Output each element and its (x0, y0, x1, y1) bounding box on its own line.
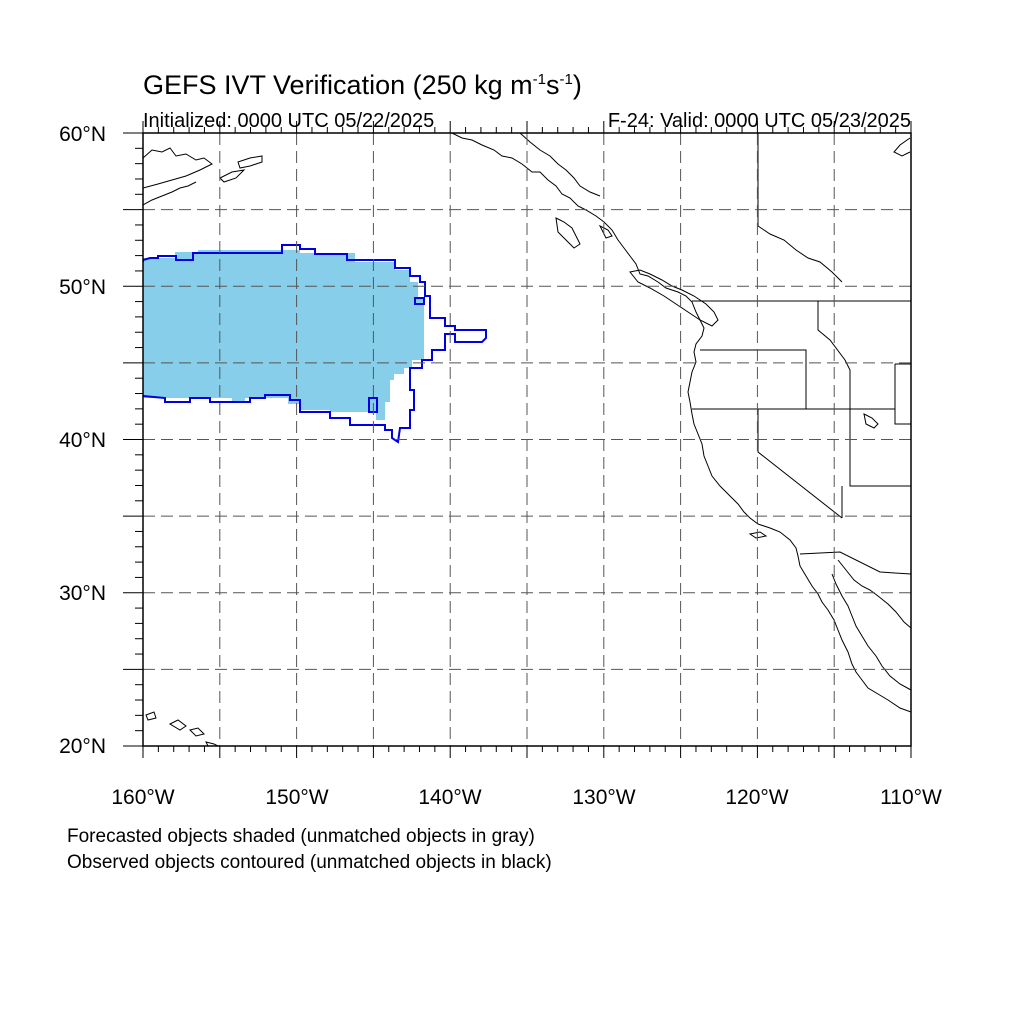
legend-forecast: Forecasted objects shaded (unmatched obj… (67, 826, 535, 847)
observed-contour-small-1 (414, 297, 425, 305)
forecast-object (143, 250, 424, 420)
grid-lines (143, 133, 911, 746)
legend-observed: Observed objects contoured (unmatched ob… (67, 852, 552, 873)
lon-label-110w: 110°W (880, 786, 942, 809)
lon-label-130w: 130°W (572, 786, 635, 809)
coastlines (143, 133, 911, 746)
political-borders (692, 133, 911, 575)
lat-label-30n: 30°N (59, 582, 106, 605)
lon-label-140w: 140°W (418, 786, 481, 809)
lat-label-50n: 50°N (59, 276, 106, 299)
lon-label-160w: 160°W (111, 786, 174, 809)
valid-time: F-24: Valid: 0000 UTC 05/23/2025 (607, 110, 911, 132)
initialized-time: Initialized: 0000 UTC 05/22/2025 (143, 110, 435, 132)
lat-label-40n: 40°N (59, 429, 106, 452)
lon-label-150w: 150°W (265, 786, 328, 809)
observed-contour-main (143, 244, 487, 444)
lat-label-60n: 60°N (59, 123, 106, 146)
lon-label-120w: 120°W (725, 786, 788, 809)
map-title: GEFS IVT Verification (250 kg m-1s-1) (143, 70, 582, 100)
lat-label-20n: 20°N (59, 735, 106, 758)
tick-marks (123, 121, 912, 758)
